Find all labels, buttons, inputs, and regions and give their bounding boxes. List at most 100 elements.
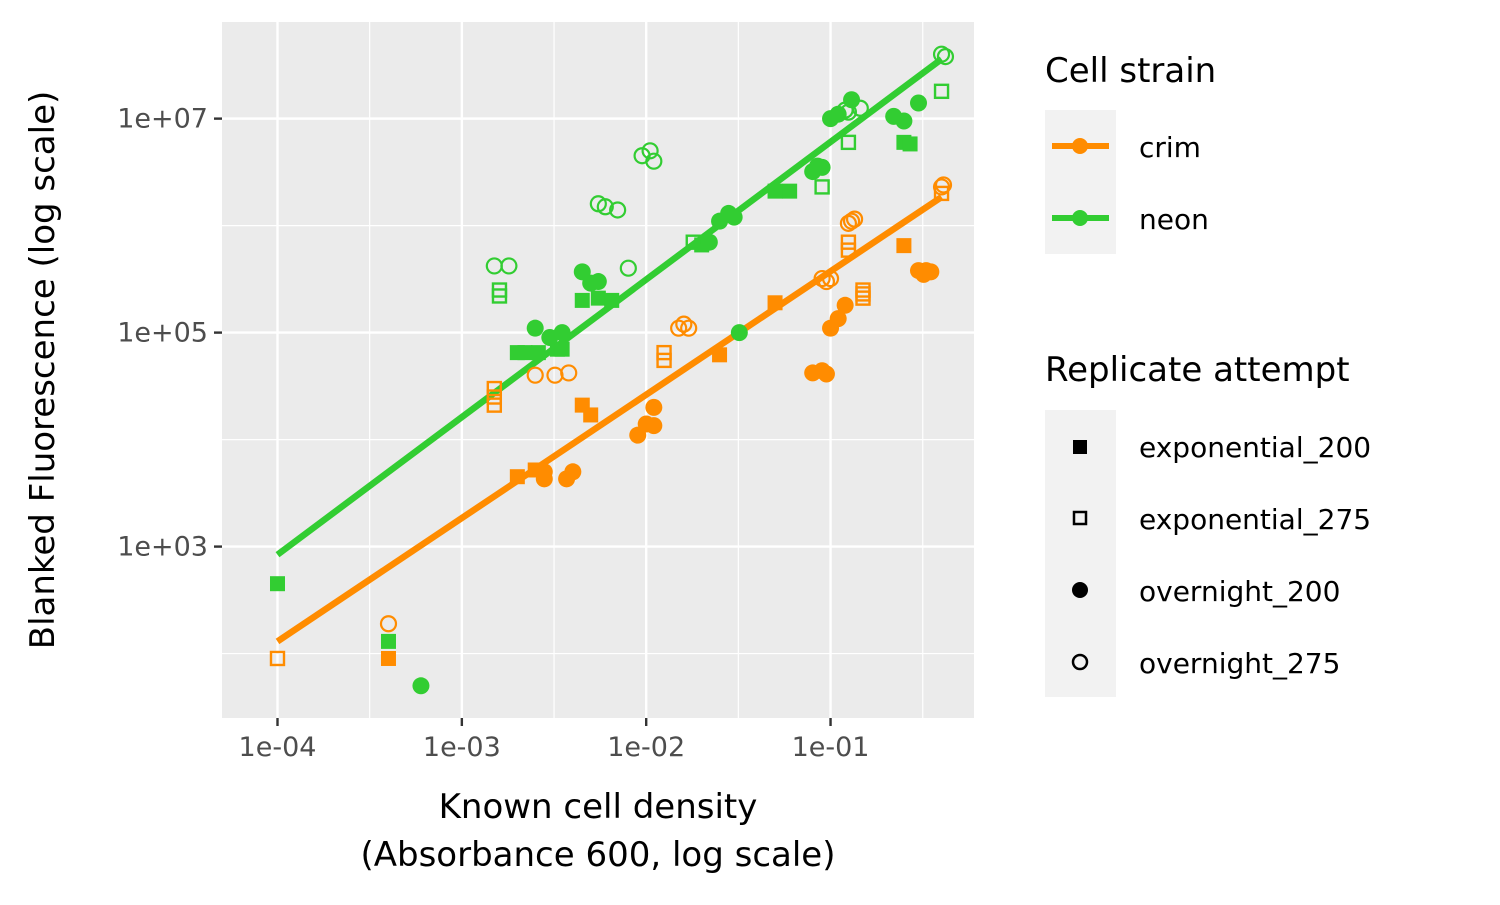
legend-label-exponential-275: exponential_275: [1139, 503, 1371, 536]
data-point-crim-overnight_200: [535, 463, 553, 481]
data-point-crim-overnight_200: [836, 296, 854, 314]
data-point-neon-overnight_200: [813, 158, 831, 176]
data-point-neon-overnight_275: [851, 99, 869, 117]
data-point-neon-overnight_200: [526, 319, 544, 337]
data-point-neon-exponential_275: [491, 282, 508, 298]
x-tick-label: 1e-04: [239, 732, 317, 763]
series-crim-overnight_275: [379, 176, 953, 633]
x-tick-label: 1e-02: [607, 732, 685, 763]
series-crim-exponential_275: [269, 185, 950, 667]
data-point-neon-overnight_200: [725, 208, 743, 226]
data-point-crim-overnight_275: [526, 366, 544, 384]
data-point-neon-exponential_200: [604, 292, 620, 308]
data-point-crim-overnight_200: [645, 398, 663, 416]
data-point-neon-overnight_200: [895, 112, 913, 130]
data-point-neon-overnight_275: [596, 198, 614, 216]
data-point-neon-exponential_200: [902, 136, 918, 152]
data-point-crim-overnight_275: [821, 269, 840, 288]
data-point-crim-exponential_200: [712, 347, 728, 363]
data-point-neon-exponential_200: [530, 345, 546, 361]
data-point-crim-exponential_275: [855, 282, 871, 298]
y-tick-label: 1e+05: [117, 318, 208, 349]
data-point-crim-overnight_200: [917, 262, 935, 280]
x-tick-label: 1e-01: [792, 732, 870, 763]
y-axis: 1e+03 1e+05 1e+07: [117, 104, 222, 563]
legend-key-neon: [1052, 210, 1109, 226]
legend-cell-strain: Cell strain crim neon: [1045, 51, 1216, 254]
series-neon-overnight_200: [412, 91, 928, 695]
y-axis-title: Blanked Fluorescence (log scale): [23, 91, 63, 650]
data-point-neon-exponential_275: [685, 234, 701, 250]
legend-key-overnight-275: [1071, 653, 1089, 671]
data-point-neon-exponential_200: [782, 183, 798, 199]
data-point-neon-overnight_200: [553, 324, 571, 342]
data-point-crim-exponential_200: [767, 295, 783, 311]
data-point-neon-overnight_275: [645, 152, 663, 170]
legend-dot-neon: [1072, 210, 1088, 226]
data-point-crim-overnight_275: [813, 269, 831, 288]
data-point-neon-exponential_200: [380, 633, 396, 649]
data-point-neon-exponential_275: [814, 179, 830, 195]
x-axis: 1e-04 1e-03 1e-02 1e-01: [239, 718, 870, 763]
data-point-crim-exponential_275: [840, 242, 857, 258]
data-point-crim-overnight_275: [680, 319, 698, 337]
legend-key-crim: [1052, 138, 1109, 154]
data-point-crim-exponential_275: [840, 234, 857, 250]
data-point-crim-exponential_200: [896, 238, 912, 254]
data-point-neon-overnight_200: [730, 324, 748, 342]
data-point-crim-exponential_275: [486, 380, 503, 397]
data-point-crim-exponential_275: [486, 397, 503, 413]
legend-key-exponential-200: [1073, 440, 1087, 454]
data-point-neon-exponential_200: [269, 576, 285, 592]
data-point-neon-overnight_200: [700, 233, 718, 251]
data-point-neon-overnight_275: [936, 47, 955, 66]
legend-title-replicate-attempt: Replicate attempt: [1045, 350, 1350, 390]
data-point-neon-exponential_200: [574, 292, 590, 308]
data-point-crim-overnight_200: [817, 365, 835, 383]
data-point-neon-exponential_200: [590, 290, 606, 306]
legend-replicate-attempt: Replicate attempt exponential_200 expone…: [1045, 350, 1371, 697]
y-tick-label: 1e+03: [117, 532, 208, 563]
data-point-crim-overnight_275: [932, 178, 951, 196]
data-point-crim-overnight_275: [842, 212, 861, 230]
data-point-crim-exponential_275: [486, 389, 503, 405]
data-point-crim-overnight_275: [934, 176, 953, 194]
data-point-crim-exponential_275: [933, 185, 950, 202]
data-point-crim-overnight_200: [564, 463, 582, 481]
data-point-neon-overnight_275: [609, 201, 627, 219]
data-point-neon-exponential_275: [933, 83, 950, 100]
series-crim-overnight_200: [535, 262, 940, 488]
plot-panel: [222, 22, 974, 718]
data-point-crim-exponential_275: [656, 352, 672, 369]
legend-label-neon: neon: [1139, 203, 1209, 236]
data-point-crim-overnight_275: [670, 319, 688, 337]
legend-key-background-strain: [1045, 110, 1116, 254]
legend-label-crim: crim: [1139, 131, 1201, 164]
data-point-neon-exponential_200: [554, 341, 570, 357]
series-neon-exponential_200: [269, 134, 918, 649]
legend-dot-crim: [1072, 138, 1088, 154]
data-point-crim-exponential_275: [269, 650, 286, 667]
legend-key-exponential-275: [1072, 510, 1088, 526]
data-point-neon-overnight_200: [910, 94, 928, 112]
data-point-neon-overnight_275: [839, 103, 858, 121]
data-point-neon-exponential_200: [767, 183, 783, 199]
x-axis-title-line-1: Known cell density: [439, 787, 758, 827]
data-point-neon-overnight_200: [412, 677, 430, 695]
data-point-crim-overnight_200: [645, 417, 663, 435]
data-point-neon-overnight_275: [500, 257, 518, 275]
data-point-neon-exponential_275: [840, 134, 857, 151]
series-neon-overnight_275: [485, 45, 955, 277]
data-point-crim-exponential_275: [855, 290, 871, 306]
data-point-crim-exponential_200: [509, 469, 525, 485]
data-points: [269, 45, 955, 695]
data-point-neon-overnight_200: [589, 273, 607, 291]
data-point-neon-exponential_200: [517, 345, 533, 361]
legend-key-background-replicate: [1045, 410, 1116, 697]
legend-label-overnight-275: overnight_275: [1139, 647, 1340, 680]
y-tick-label: 1e+07: [117, 104, 208, 135]
data-point-crim-exponential_275: [656, 344, 672, 361]
legend-label-exponential-200: exponential_200: [1139, 431, 1371, 464]
series-neon-exponential_275: [491, 83, 950, 304]
